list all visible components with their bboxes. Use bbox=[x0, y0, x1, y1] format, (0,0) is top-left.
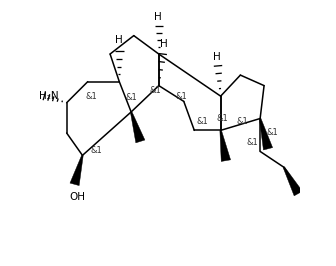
Text: &1: &1 bbox=[90, 146, 102, 155]
Polygon shape bbox=[70, 155, 83, 186]
Text: &1: &1 bbox=[85, 92, 97, 101]
Text: &1: &1 bbox=[176, 92, 187, 101]
Text: H₂N: H₂N bbox=[39, 91, 59, 101]
Text: &1: &1 bbox=[267, 128, 279, 138]
Polygon shape bbox=[259, 118, 272, 150]
Polygon shape bbox=[283, 167, 302, 196]
Text: OH: OH bbox=[69, 193, 85, 202]
Polygon shape bbox=[130, 112, 145, 143]
Text: H: H bbox=[154, 12, 162, 22]
Text: H: H bbox=[160, 39, 168, 48]
Polygon shape bbox=[220, 130, 230, 161]
Text: &1: &1 bbox=[197, 117, 209, 126]
Text: &1: &1 bbox=[247, 138, 259, 147]
Text: &1: &1 bbox=[150, 86, 161, 95]
Text: &1: &1 bbox=[237, 117, 248, 126]
Text: H: H bbox=[213, 52, 220, 62]
Text: &1: &1 bbox=[217, 114, 228, 123]
Text: H: H bbox=[116, 35, 123, 45]
Text: &1: &1 bbox=[126, 93, 138, 102]
